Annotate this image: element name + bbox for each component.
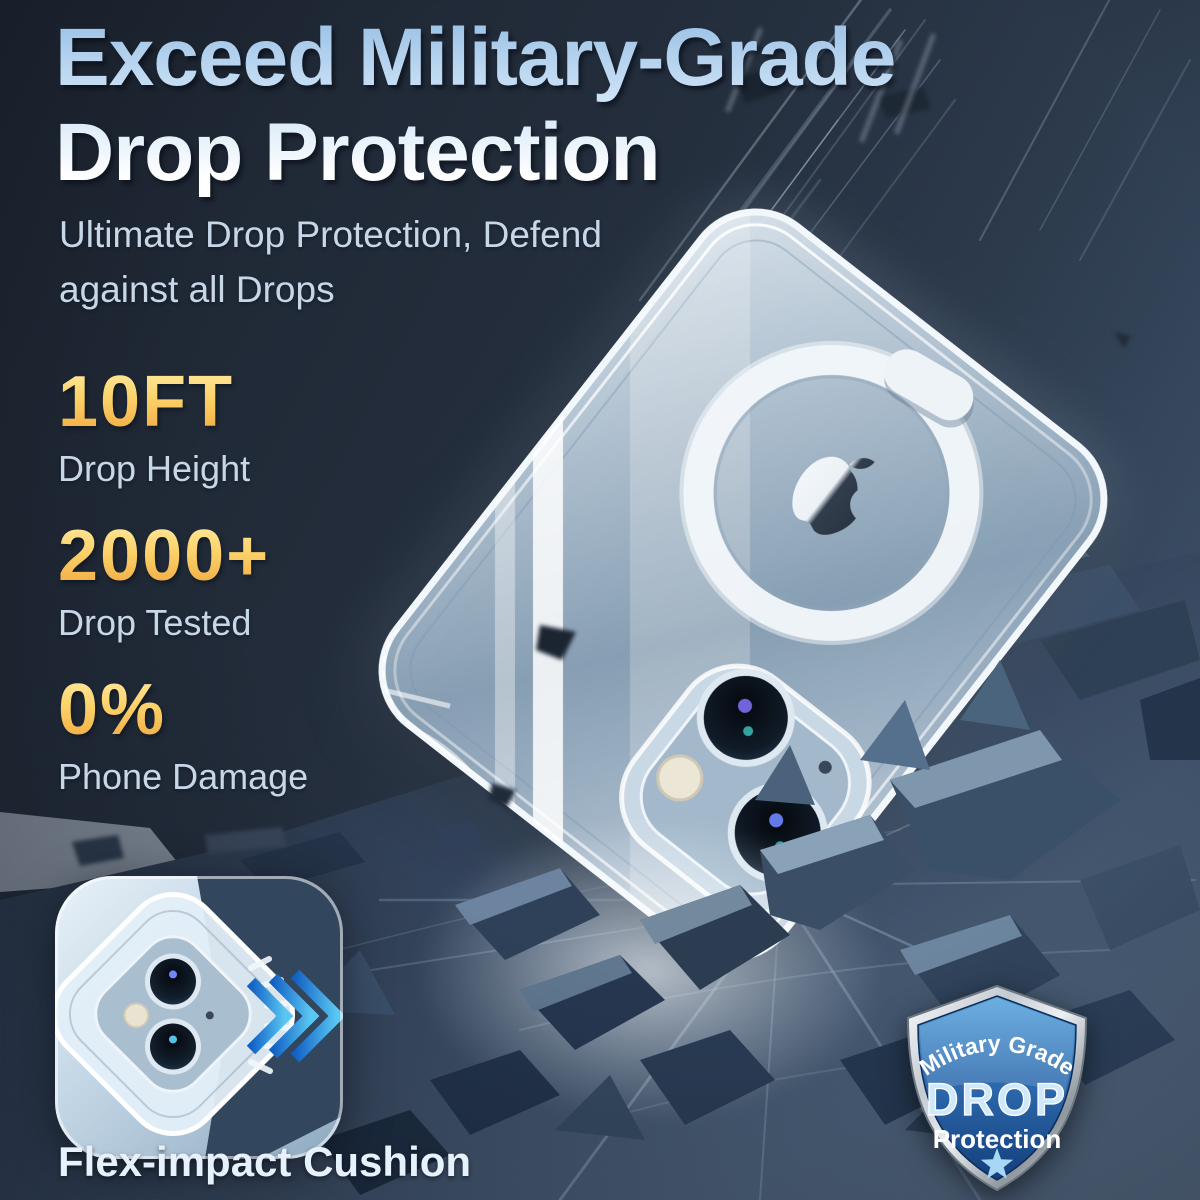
chevron-right-icon (246, 969, 343, 1063)
camera-mic-dot (205, 1011, 214, 1020)
title-line-1: Exceed Military-Grade (55, 12, 896, 103)
badge-middle-text: DROP (926, 1074, 1068, 1125)
subtitle: Ultimate Drop Protection, Defend against… (59, 214, 602, 310)
stat-label: Drop Height (58, 448, 251, 489)
camera-flash (123, 1002, 150, 1029)
stat-phone-damage: 0% Phone Damage (58, 674, 308, 798)
inset-caption: Flex-impact Cushion (58, 1138, 472, 1185)
flex-cushion-inset (55, 876, 343, 1159)
stat-drop-tested: 2000+ Drop Tested (58, 520, 270, 644)
camera-mic-dot (818, 760, 832, 774)
title-line-2: Drop Protection (55, 107, 660, 199)
camera-flash (656, 754, 704, 802)
star-icon (980, 1148, 1014, 1179)
stat-value: 0% (58, 674, 308, 746)
stat-value: 2000+ (58, 516, 271, 596)
page-title: Exceed Military-Grade Drop Protection (55, 10, 895, 200)
magsafe-align-tab (883, 349, 974, 428)
military-grade-badge: Military Grade DROP Protection (906, 984, 1088, 1192)
stat-label: Drop Tested (58, 602, 252, 643)
stat-drop-height: 10FT Drop Height (58, 366, 250, 490)
camera-lens (696, 668, 795, 767)
apple-logo-icon (792, 456, 875, 535)
camera-lens (145, 1018, 201, 1075)
stat-label: Phone Damage (58, 756, 309, 797)
camera-lens (145, 953, 201, 1010)
stat-value: 10FT (58, 366, 250, 438)
inset-phone-corner (55, 891, 296, 1137)
